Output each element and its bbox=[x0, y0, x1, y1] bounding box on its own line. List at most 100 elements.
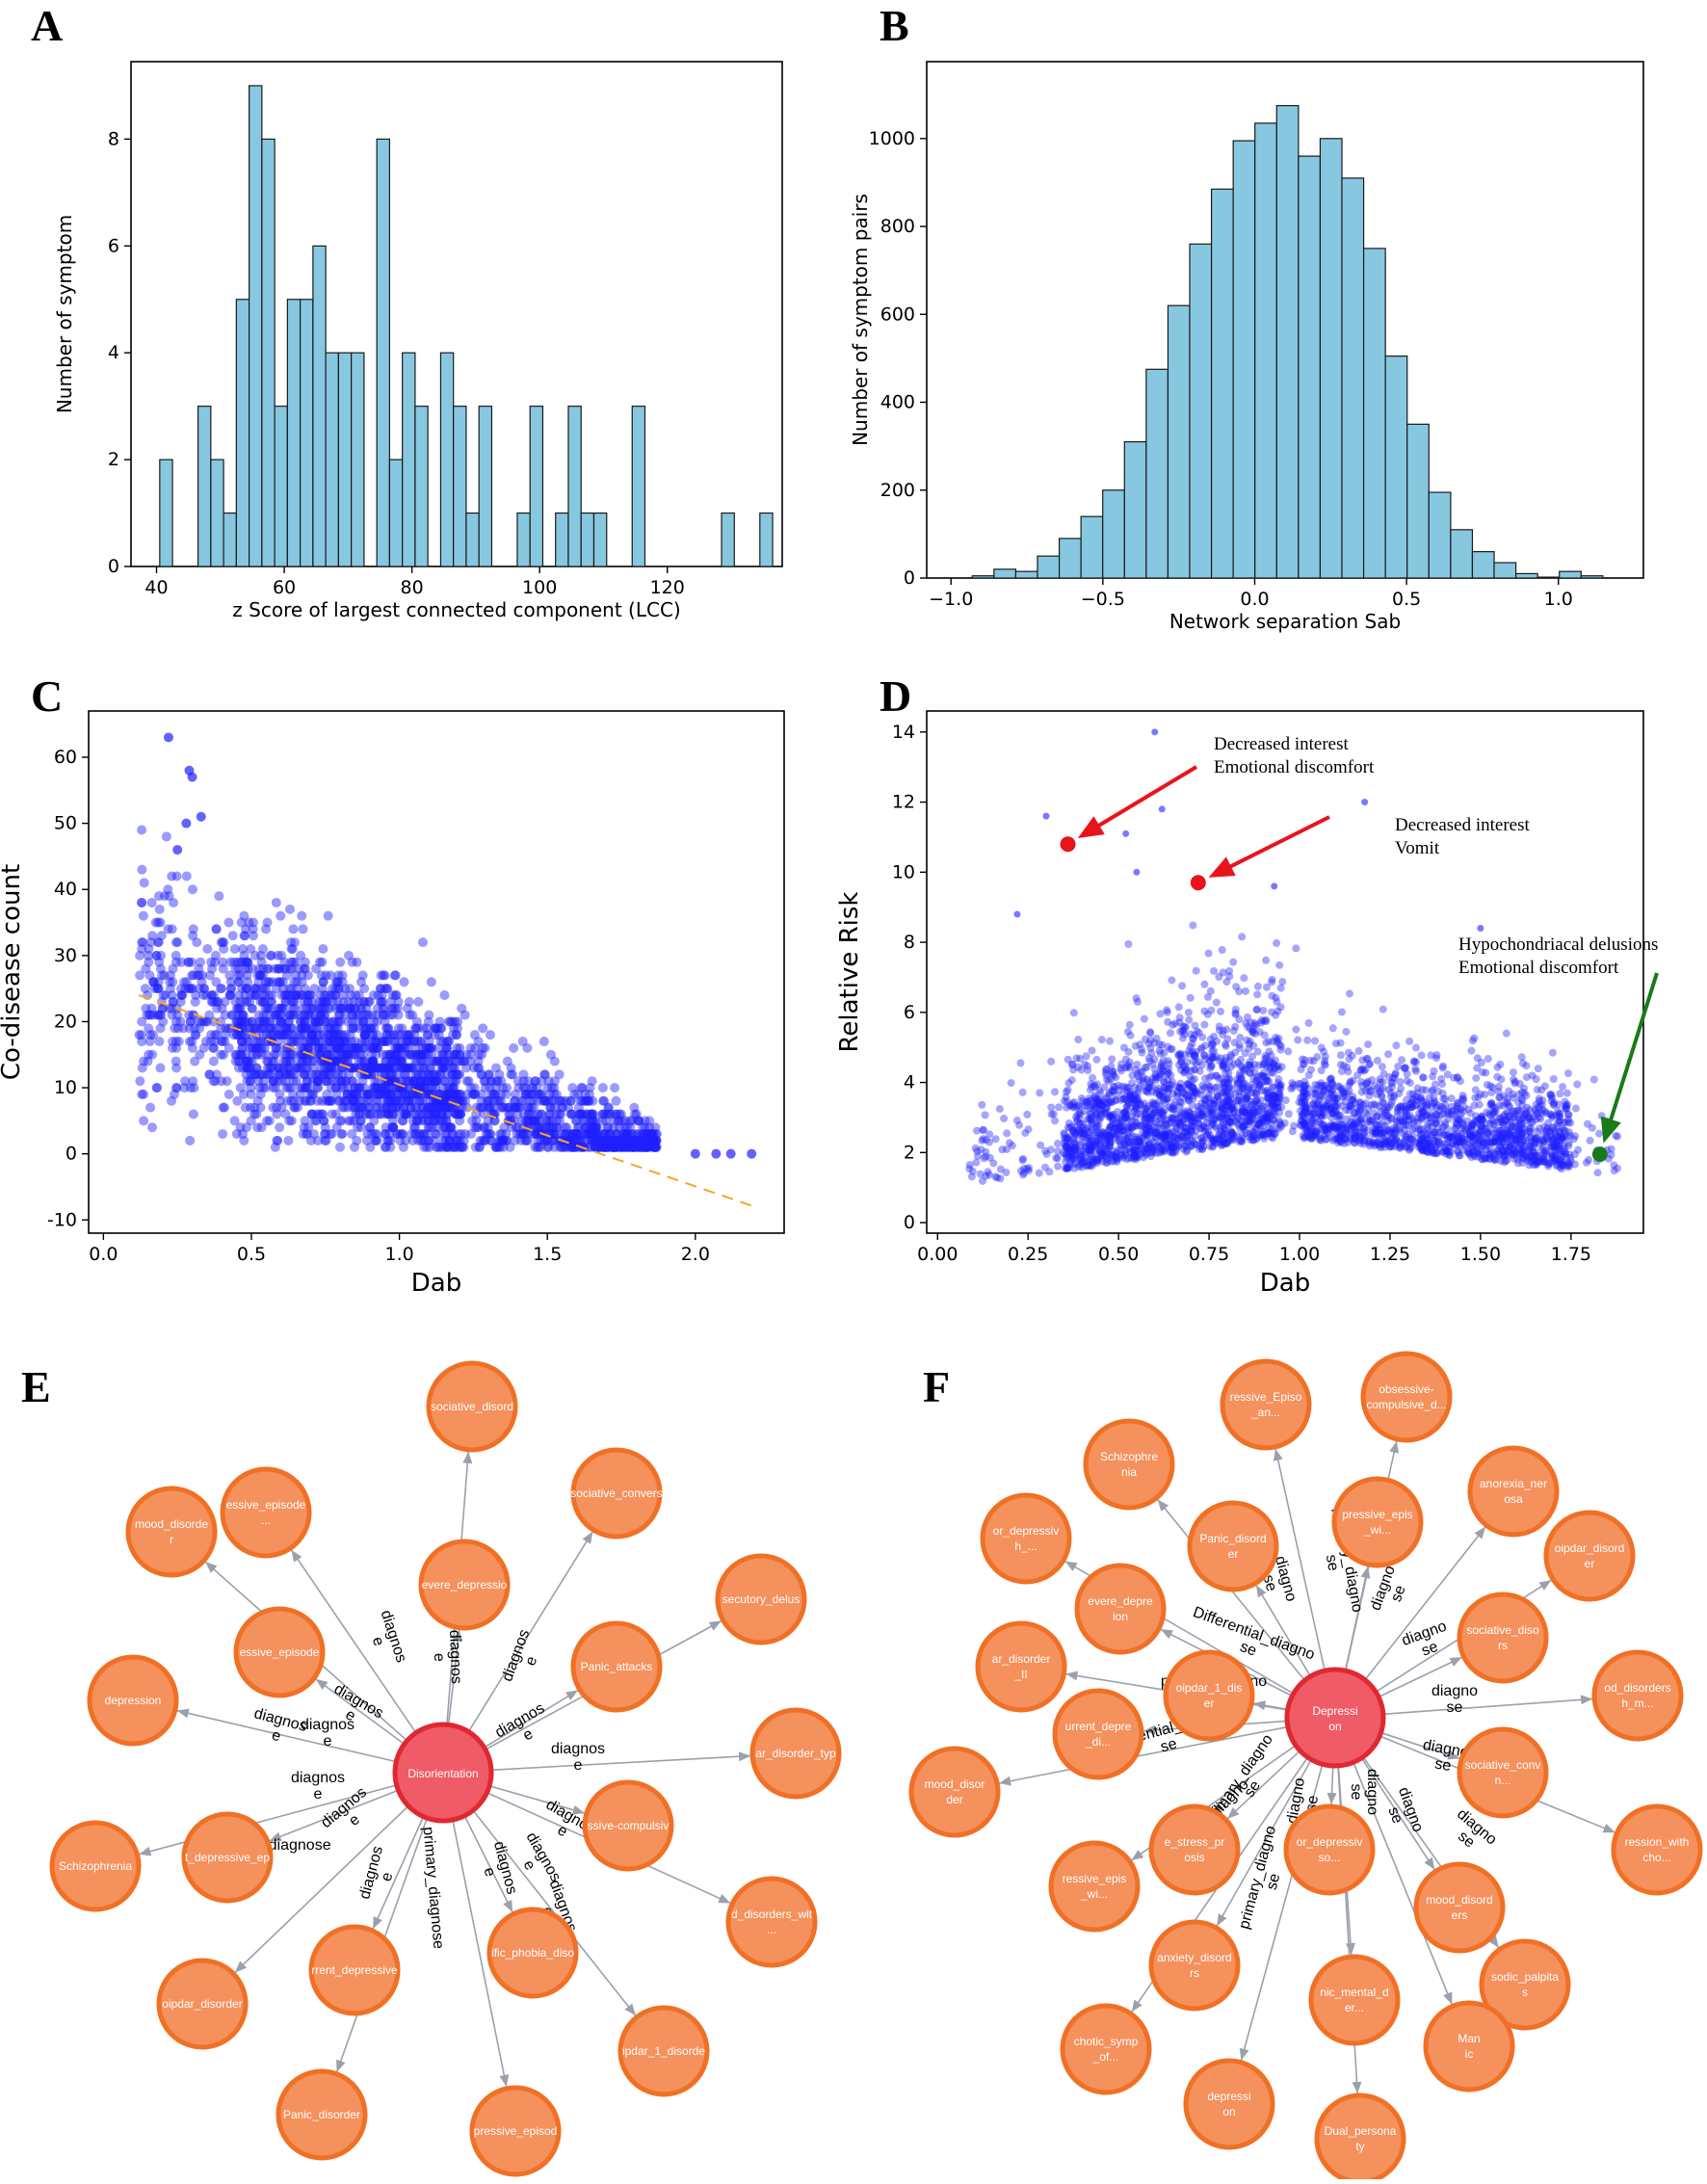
x-tick-label: 2.0 bbox=[681, 1244, 710, 1265]
y-tick-label: 600 bbox=[880, 303, 915, 325]
scatter-point bbox=[171, 951, 181, 960]
scatter-point bbox=[160, 970, 170, 980]
scatter-point bbox=[300, 1122, 309, 1132]
scatter-point bbox=[470, 1030, 480, 1039]
scatter-point bbox=[1036, 1090, 1043, 1097]
histogram-bar bbox=[1472, 552, 1494, 578]
scatter-point bbox=[292, 1063, 302, 1072]
scatter-point bbox=[1550, 1075, 1558, 1083]
scatter-point bbox=[587, 1110, 596, 1119]
scatter-point bbox=[1242, 987, 1249, 995]
scatter-point bbox=[1259, 1061, 1267, 1068]
scatter-point bbox=[1407, 1144, 1415, 1151]
scatter-point bbox=[310, 1116, 320, 1125]
scatter-point bbox=[479, 1122, 488, 1132]
scatter-point bbox=[427, 1103, 436, 1113]
scatter-point bbox=[568, 1143, 578, 1152]
scatter-point bbox=[544, 1076, 554, 1086]
scatter-point bbox=[439, 990, 449, 1000]
scatter-point bbox=[263, 1057, 273, 1066]
x-tick-label: 1.25 bbox=[1370, 1244, 1410, 1265]
x-tick-label: 0.50 bbox=[1098, 1244, 1139, 1265]
scatter-point bbox=[539, 1037, 549, 1046]
x-tick-label: 60 bbox=[273, 577, 296, 598]
scatter-point bbox=[284, 1116, 294, 1125]
scatter-point bbox=[1534, 1086, 1541, 1093]
histogram-bar bbox=[1060, 539, 1082, 578]
scatter-point bbox=[424, 1011, 433, 1020]
panel-letter-a: A bbox=[31, 1, 63, 50]
scatter-point bbox=[289, 1011, 299, 1020]
scatter-point bbox=[567, 1110, 577, 1119]
scatter-point bbox=[146, 937, 156, 947]
scatter-point bbox=[1207, 1007, 1215, 1014]
histogram-bar bbox=[556, 513, 568, 566]
scatter-point bbox=[164, 732, 173, 742]
scatter-point bbox=[1564, 1116, 1572, 1123]
histogram-bar bbox=[722, 513, 734, 566]
scatter-point bbox=[211, 1076, 221, 1086]
y-tick-label: 0 bbox=[108, 556, 119, 577]
scatter-point bbox=[445, 1136, 455, 1145]
scatter-point bbox=[1358, 1089, 1366, 1096]
scatter-point bbox=[1610, 1161, 1617, 1169]
x-axis-label: z Score of largest connected component (… bbox=[232, 598, 680, 621]
scatter-point bbox=[349, 1023, 358, 1033]
histogram-bar bbox=[1233, 141, 1255, 578]
scatter-point bbox=[301, 1011, 310, 1020]
scatter-point bbox=[1614, 1133, 1621, 1141]
scatter-point bbox=[1068, 1076, 1076, 1084]
scatter-point bbox=[406, 1096, 415, 1106]
scatter-point bbox=[185, 1136, 195, 1145]
scatter-point bbox=[351, 990, 360, 1000]
scatter-point bbox=[1187, 994, 1195, 1002]
scatter-point bbox=[427, 977, 436, 987]
scatter-point bbox=[188, 1043, 197, 1053]
histogram-bar bbox=[249, 86, 262, 566]
histogram-bar bbox=[1124, 442, 1146, 578]
scatter-point bbox=[268, 1103, 277, 1113]
histogram-bar bbox=[275, 407, 287, 566]
scatter-point bbox=[1595, 1130, 1603, 1138]
x-axis-label: Dab bbox=[411, 1269, 461, 1298]
x-tick-label: −0.5 bbox=[1081, 589, 1125, 610]
scatter-point bbox=[1124, 940, 1132, 948]
scatter-point bbox=[267, 997, 276, 1007]
scatter-point bbox=[1342, 1028, 1350, 1036]
x-tick-label: 0.0 bbox=[1240, 589, 1269, 610]
scatter-point bbox=[226, 1011, 236, 1020]
scatter-point bbox=[184, 958, 194, 967]
scatter-point bbox=[1516, 1080, 1524, 1088]
scatter-point bbox=[1036, 1170, 1043, 1177]
y-tick-label: 0 bbox=[904, 1212, 915, 1233]
scatter-point bbox=[641, 1116, 650, 1125]
scatter-point bbox=[431, 1023, 440, 1033]
scatter-point bbox=[486, 1136, 496, 1145]
scatter-point bbox=[1192, 1066, 1199, 1073]
scatter-point bbox=[1556, 1090, 1563, 1097]
scatter-point bbox=[219, 944, 228, 954]
scatter-point bbox=[137, 825, 146, 834]
x-tick-label: 1.75 bbox=[1551, 1244, 1591, 1265]
x-tick-label: 40 bbox=[144, 577, 168, 598]
scatter-point bbox=[353, 1122, 362, 1132]
scatter-point bbox=[1412, 1067, 1420, 1075]
histogram-bar bbox=[1581, 576, 1603, 578]
scatter-point bbox=[580, 1136, 590, 1145]
y-tick-label: 2 bbox=[108, 449, 119, 470]
scatter-point bbox=[530, 1143, 539, 1152]
scatter-point bbox=[1078, 1094, 1086, 1102]
scatter-point bbox=[168, 924, 177, 934]
scatter-point bbox=[247, 1069, 256, 1079]
scatter-point bbox=[418, 1023, 428, 1033]
scatter-point bbox=[272, 1136, 281, 1145]
histogram-bar bbox=[479, 407, 491, 566]
y-tick-label: 50 bbox=[54, 813, 77, 834]
scatter-point bbox=[1505, 1101, 1512, 1109]
scatter-point bbox=[400, 977, 409, 987]
scatter-point bbox=[223, 1023, 233, 1033]
scatter-point bbox=[478, 1023, 487, 1033]
scatter-point bbox=[457, 1004, 466, 1013]
y-tick-label: 1000 bbox=[869, 128, 915, 149]
scatter-point bbox=[1273, 939, 1280, 947]
